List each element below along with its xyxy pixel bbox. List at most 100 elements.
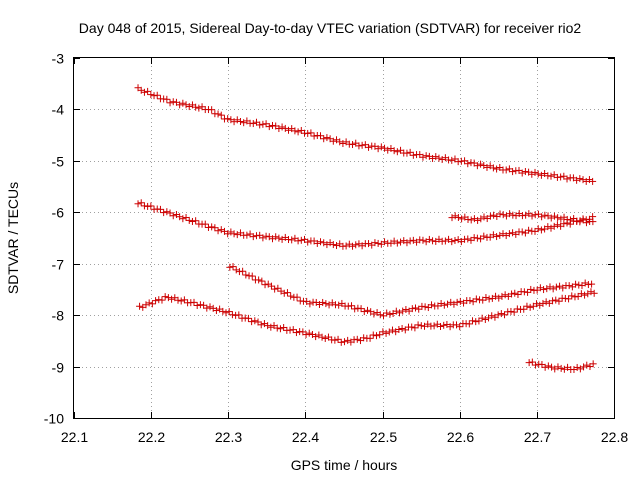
data-point-track-1 [310,132,318,140]
data-point-track-1 [291,127,299,135]
data-point-track-2 [217,226,225,234]
data-point-track-2 [233,231,241,239]
data-point-track-4 [498,292,506,300]
data-point-track-3 [507,307,515,315]
data-point-track-4 [283,289,291,297]
data-point-track-2 [429,237,437,245]
data-point-track-3 [549,297,557,305]
data-point-track-4 [274,284,282,292]
y-tick-label: -3 [52,51,65,67]
data-point-track-1 [349,141,357,149]
data-point-track-5 [451,212,459,220]
data-point-track-1 [381,144,389,152]
data-point-track-1 [365,143,373,151]
data-point-track-5 [448,214,456,222]
data-point-track-4 [306,300,314,308]
data-point-track-1 [281,124,289,132]
data-point-track-2 [425,235,433,243]
data-point-track-4 [588,280,596,288]
data-point-track-3 [542,298,550,306]
data-point-track-3 [360,334,368,342]
data-point-track-1 [419,153,427,161]
data-point-track-4 [267,282,275,290]
data-point-track-5 [490,211,498,219]
data-point-track-3 [196,301,204,309]
data-point-track-1 [224,115,232,123]
data-point-track-6 [544,362,552,370]
data-point-track-1 [320,135,328,143]
data-point-track-6 [541,363,549,371]
data-point-track-1 [323,134,331,142]
data-point-track-4 [239,267,247,275]
data-point-track-1 [406,148,414,156]
data-point-track-2 [227,228,235,236]
data-point-track-2 [329,241,337,249]
data-point-track-2 [342,242,350,250]
data-point-track-4 [536,284,544,292]
data-point-track-3 [190,298,198,306]
data-point-track-1 [582,177,590,185]
data-point-track-2 [326,239,334,247]
data-point-track-3 [469,317,477,325]
data-point-track-3 [318,333,326,341]
data-point-track-1 [339,140,347,148]
data-point-track-4 [440,301,448,309]
data-point-track-4 [412,304,420,312]
data-point-track-2 [275,234,283,242]
data-point-track-2 [278,235,286,243]
data-point-track-2 [294,237,302,245]
data-point-track-6 [583,361,591,369]
data-point-track-3 [257,321,265,329]
data-point-track-2 [204,223,212,231]
data-point-track-3 [286,326,294,334]
data-point-track-4 [472,295,480,303]
data-point-track-3 [203,304,211,312]
data-point-track-5 [589,218,597,226]
data-point-track-5 [541,211,549,219]
data-point-track-5 [528,212,536,220]
data-point-track-4 [501,291,509,299]
y-tick-label: -7 [52,257,65,273]
data-point-track-2 [493,233,501,241]
data-point-track-1 [179,99,187,107]
data-point-track-4 [232,266,240,274]
grid [74,58,614,418]
data-point-track-1 [317,132,325,140]
data-point-track-3 [353,335,361,343]
data-point-track-5 [499,211,507,219]
data-point-track-4 [363,306,371,314]
data-point-track-1 [355,142,363,150]
data-point-track-3 [581,291,589,299]
data-point-track-2 [374,239,382,247]
data-point-track-2 [304,238,312,246]
data-point-track-5 [467,216,475,224]
data-point-track-3 [520,305,528,313]
data-point-track-2 [550,222,558,230]
data-point-track-1 [284,126,292,134]
data-point-track-2 [480,232,488,240]
data-point-track-3 [430,322,438,330]
data-point-track-1 [489,164,497,172]
data-point-track-2 [243,231,251,239]
data-point-track-6 [573,363,581,371]
ticks [74,58,615,419]
data-point-track-4 [540,286,548,294]
data-point-track-4 [396,309,404,317]
data-point-track-3 [302,331,310,339]
data-point-track-4 [370,310,378,318]
data-point-track-1 [448,156,456,164]
data-point-track-4 [456,297,464,305]
data-point-track-1 [518,169,526,177]
x-tick-label: 22.3 [215,429,242,445]
data-point-track-1 [576,175,584,183]
data-point-track-6 [528,358,536,366]
data-point-track-3 [267,323,275,331]
data-point-track-5 [550,212,558,220]
data-point-track-1 [176,101,184,109]
data-point-track-3 [280,324,288,332]
data-point-track-1 [214,110,222,118]
data-point-track-4 [402,305,410,313]
data-point-track-1 [435,154,443,162]
data-point-track-2 [403,239,411,247]
data-point-track-1 [547,172,555,180]
